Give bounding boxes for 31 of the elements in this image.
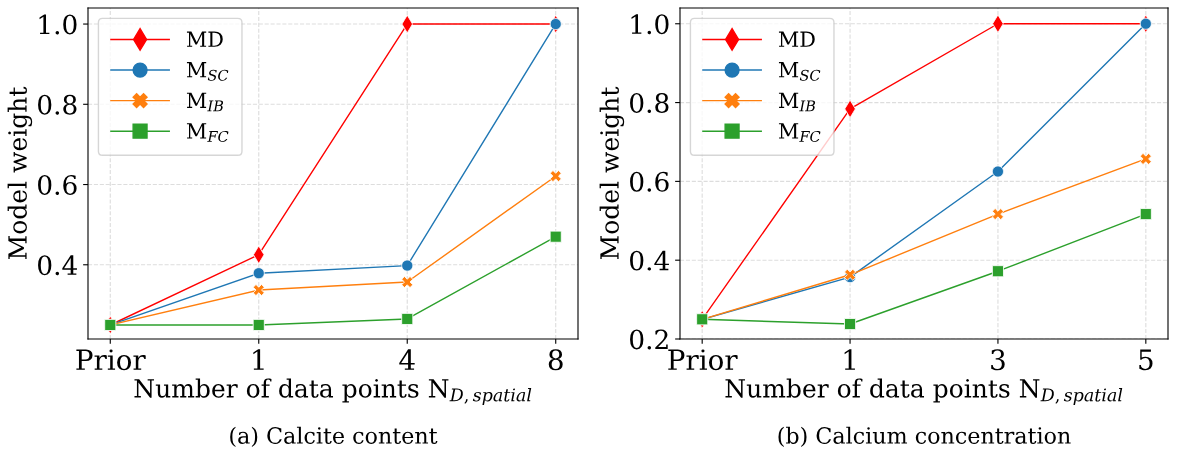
y-tick-label: 1.0 bbox=[39, 14, 77, 35]
x-tick-label: 3 bbox=[991, 349, 1005, 371]
x-tick-label: 5 bbox=[1139, 349, 1153, 371]
y-tick-label: 0.4 bbox=[630, 250, 669, 271]
y-axis-title: Model weight bbox=[599, 86, 625, 260]
text: (a) Calcite content bbox=[230, 426, 438, 448]
legend-label: M$_{FC}$ bbox=[186, 123, 229, 142]
y-tick-label: 0.4 bbox=[38, 255, 77, 276]
x-tick-label: Prior bbox=[76, 349, 146, 371]
legend-label: M$_{SC}$ bbox=[778, 62, 821, 81]
legend-label: MD bbox=[186, 31, 223, 47]
y-tick-label: 0.8 bbox=[630, 93, 669, 113]
legend-label: M$_{SC}$ bbox=[186, 62, 229, 81]
y-tick-label: 0.2 bbox=[630, 329, 668, 350]
legend-label: MD bbox=[778, 31, 815, 47]
legend-label: M$_{IB}$ bbox=[778, 92, 816, 112]
y-tick-label: 0.6 bbox=[630, 171, 669, 192]
y-tick-label: 1.0 bbox=[631, 14, 669, 35]
x-axis-title: Number of data points N$_{D,spatial}$ bbox=[725, 378, 1123, 405]
y-tick-label: 0.6 bbox=[38, 174, 77, 195]
x-tick-label: 1 bbox=[253, 349, 264, 370]
x-tick-label: Prior bbox=[668, 349, 738, 371]
y-axis-title: Model weight bbox=[7, 86, 33, 260]
legend-label: M$_{FC}$ bbox=[778, 123, 821, 142]
x-tick-label: 1 bbox=[844, 349, 855, 370]
x-tick-label: 8 bbox=[548, 349, 563, 371]
text: (b) Calcium concentration bbox=[778, 426, 1071, 448]
x-tick-label: 4 bbox=[399, 349, 415, 370]
x-axis-title: Number of data points N$_{D,spatial}$ bbox=[134, 378, 532, 405]
y-tick-label: 0.8 bbox=[38, 94, 77, 115]
legend-label: M$_{IB}$ bbox=[186, 92, 224, 112]
